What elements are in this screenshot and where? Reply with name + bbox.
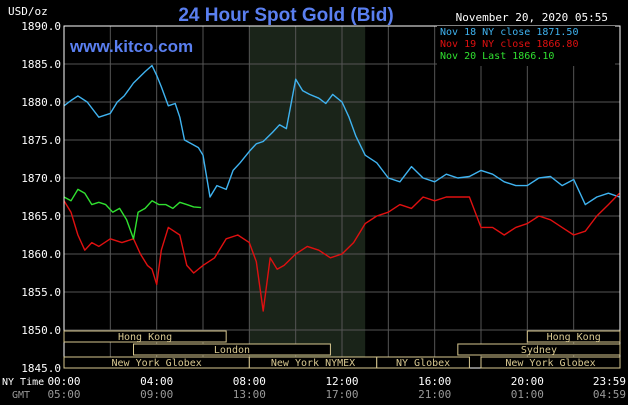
session-bar-label: New York NYMEX	[271, 358, 355, 369]
ny-time-tick: 20:00	[511, 375, 544, 388]
gmt-tick: 01:00	[511, 388, 544, 401]
gmt-tick: 04:59	[593, 388, 626, 401]
y-axis-ticks: 1890.0 1885.0 1880.0 1875.0 1870.0 1865.0 1860…	[21, 20, 61, 375]
ny-time-axis-label: NY Time	[2, 377, 44, 388]
series-line-nov-19	[63, 192, 621, 312]
session-bar: New York Globex	[480, 356, 621, 369]
session-bar-label: New York Globex	[112, 358, 202, 369]
ny-time-tick: 16:00	[418, 375, 451, 388]
session-bar-label: Sydney	[521, 345, 557, 356]
legend: Nov 18 NY close 1871.50 Nov 19 NY close …	[437, 26, 615, 66]
y-tick-label: 1850.0	[21, 324, 61, 337]
plot-area: 1890.0 1885.0 1880.0 1875.0 1870.0 1865.0 1860…	[21, 20, 621, 375]
y-tick-label: 1885.0	[21, 58, 61, 71]
legend-entry-nov20: Nov 20 Last 1866.10	[440, 51, 554, 62]
session-bar-box	[526, 330, 621, 343]
gmt-tick: 17:00	[325, 388, 358, 401]
ny-time-tick: 04:00	[140, 375, 173, 388]
y-tick-label: 1855.0	[21, 286, 61, 299]
session-bar-box	[63, 330, 227, 343]
nymex-shaded-region	[249, 26, 366, 368]
x-axis: NY Time GMT 00:00 04:00 08:00 12:00 16:00 20:00…	[2, 375, 626, 401]
legend-entry-nov19: Nov 19 NY close 1866.80	[440, 39, 578, 50]
y-axis-label: USD/oz	[8, 5, 48, 18]
session-bar: Hong Kong	[63, 330, 227, 343]
trading-sessions: Hong Kong Hong Kong London Sydney New York G…	[63, 330, 621, 369]
y-tick-label: 1845.0	[21, 362, 61, 375]
gmt-tick: 09:00	[140, 388, 173, 401]
session-bar: Sydney	[457, 343, 621, 356]
series-line-nov-20	[63, 188, 202, 240]
y-tick-label: 1890.0	[21, 20, 61, 33]
price-series	[63, 64, 621, 312]
session-bar: Hong Kong	[526, 330, 621, 343]
y-tick-label: 1875.0	[21, 134, 61, 147]
session-bar: London	[133, 343, 331, 356]
session-bar: NY Globex	[376, 356, 470, 369]
y-tick-label: 1880.0	[21, 96, 61, 109]
session-bar-box	[480, 356, 621, 369]
legend-background	[437, 26, 615, 66]
ny-time-tick: 08:00	[233, 375, 266, 388]
session-bar-label: NY Globex	[396, 358, 450, 369]
watermark-text: www.kitco.com	[69, 37, 193, 56]
session-bar-box	[133, 343, 331, 356]
y-tick-label: 1860.0	[21, 248, 61, 261]
gmt-tick: 05:00	[47, 388, 80, 401]
session-bar-label: Hong Kong	[118, 332, 172, 343]
timestamp: November 20, 2020 05:55	[456, 11, 608, 24]
ny-time-tick: 12:00	[325, 375, 358, 388]
session-bar-label: Hong Kong	[547, 332, 601, 343]
gmt-axis-label: GMT	[12, 390, 30, 401]
ny-time-tick: 23:59	[593, 375, 626, 388]
legend-entry-nov18: Nov 18 NY close 1871.50	[440, 27, 578, 38]
gmt-tick: 13:00	[233, 388, 266, 401]
session-bar-label: New York Globex	[505, 358, 595, 369]
ny-time-tick: 00:00	[47, 375, 80, 388]
chart-title: 24 Hour Spot Gold (Bid)	[178, 5, 393, 26]
series-line-nov-18	[63, 64, 620, 206]
session-bar-box	[376, 356, 470, 369]
y-tick-label: 1865.0	[21, 210, 61, 223]
gmt-tick: 21:00	[418, 388, 451, 401]
session-bar-label: London	[214, 345, 250, 356]
session-bar-box	[457, 343, 621, 356]
session-bar: New York Globex	[63, 356, 250, 369]
y-tick-label: 1870.0	[21, 172, 61, 185]
session-bar: New York NYMEX	[248, 356, 378, 369]
